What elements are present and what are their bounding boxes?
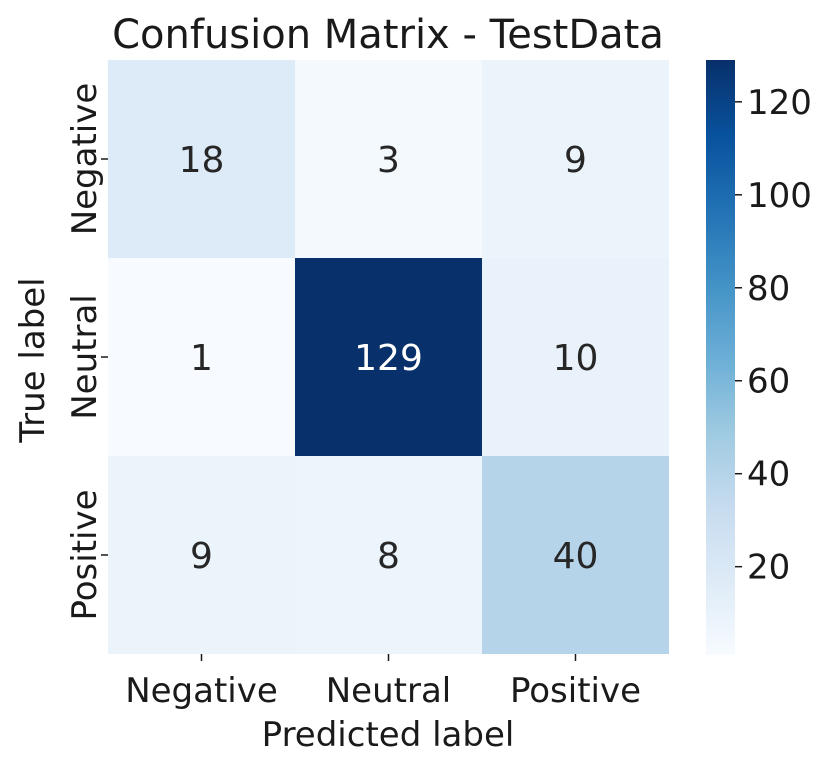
colorbar-tick-label: 40 — [747, 455, 790, 495]
cell-value-label: 9 — [564, 140, 587, 181]
colorbar-tick-label: 120 — [747, 83, 812, 123]
x-axis-label: Predicted label — [262, 715, 515, 755]
cell-value-label: 129 — [354, 338, 423, 379]
heatmap-cell — [295, 60, 482, 258]
x-tick-label: Neutral — [326, 671, 452, 711]
heatmap-cell — [295, 258, 482, 456]
x-tick-label: Positive — [510, 671, 641, 711]
cell-value-label: 18 — [179, 140, 225, 181]
colorbar-tick-label: 80 — [747, 269, 790, 309]
y-tick-label: Positive — [65, 489, 105, 620]
y-tick-labels: Negative Neutral Positive — [65, 83, 108, 621]
y-tick-label: Negative — [65, 83, 105, 236]
colorbar-tick-label: 60 — [747, 362, 790, 402]
cell-value-label: 8 — [377, 536, 400, 577]
x-tick-labels: Negative Neutral Positive — [125, 654, 641, 711]
heatmap-cells: 18 3 9 1 129 10 9 8 40 — [108, 60, 669, 654]
cell-value-label: 1 — [190, 338, 213, 379]
cell-value-label: 9 — [190, 536, 213, 577]
y-axis-label: True label — [13, 277, 53, 443]
heatmap-cell — [108, 456, 295, 654]
heatmap-cell — [108, 258, 295, 456]
cell-value-label: 10 — [553, 338, 599, 379]
colorbar-ticks: 20 40 60 80 100 120 — [735, 83, 812, 588]
colorbar-tick-label: 20 — [747, 548, 790, 588]
heatmap-cell — [295, 456, 482, 654]
cell-value-label: 40 — [553, 536, 599, 577]
chart-title: Confusion Matrix - TestData — [112, 12, 664, 58]
heatmap-cell — [108, 60, 295, 258]
cell-value-label: 3 — [377, 140, 400, 181]
x-tick-label: Negative — [125, 671, 278, 711]
heatmap-cell — [482, 456, 669, 654]
heatmap-cell — [482, 60, 669, 258]
colorbar-tick-label: 100 — [747, 176, 812, 216]
heatmap-cell — [482, 258, 669, 456]
y-tick-label: Neutral — [65, 294, 105, 420]
colorbar — [706, 60, 735, 655]
